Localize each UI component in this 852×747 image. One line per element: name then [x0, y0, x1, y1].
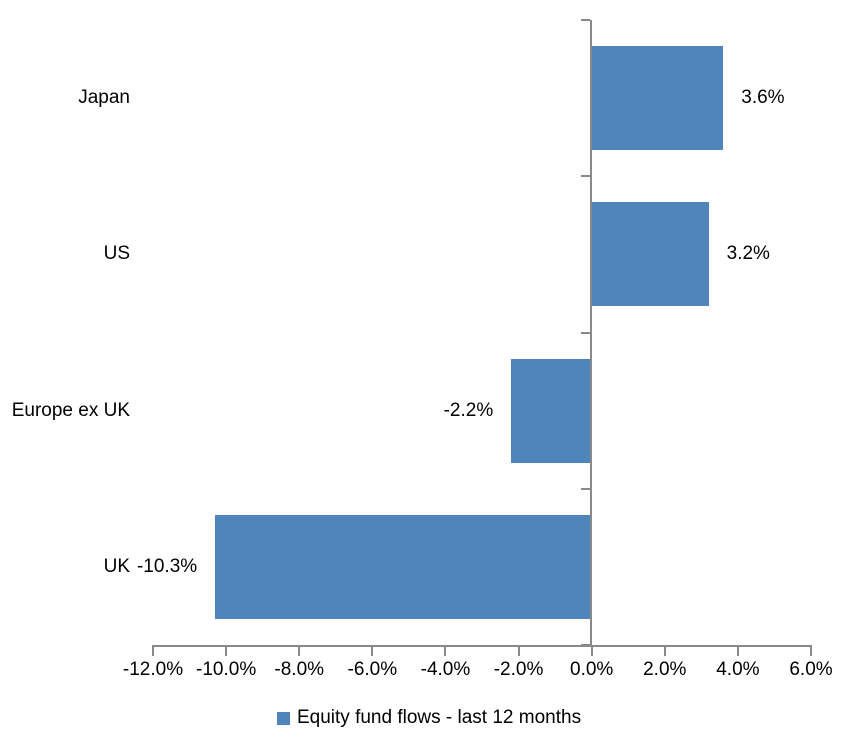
y-axis-tick — [580, 487, 590, 490]
x-tick-label: -8.0% — [274, 659, 325, 680]
bar — [215, 514, 592, 619]
category-label: US — [103, 243, 130, 265]
y-axis-tick — [580, 175, 590, 178]
x-axis-tick — [736, 645, 739, 656]
x-axis-tick — [298, 645, 301, 656]
x-tick-label: 2.0% — [643, 659, 687, 680]
x-axis-tick — [663, 645, 666, 656]
x-tick-label: 4.0% — [716, 659, 760, 680]
x-tick-label: 6.0% — [789, 659, 833, 680]
y-axis-tick — [580, 19, 590, 21]
x-axis-tick — [810, 645, 812, 656]
legend: Equity fund flows - last 12 months — [277, 707, 581, 729]
data-label: 3.6% — [741, 87, 785, 109]
x-axis-tick — [517, 645, 520, 656]
x-axis-tick — [590, 645, 593, 656]
category-label: UK — [103, 555, 130, 577]
x-axis-tick — [444, 645, 447, 656]
legend-label: Equity fund flows - last 12 months — [297, 707, 582, 728]
y-axis-line — [589, 20, 592, 645]
x-tick-label: -10.0% — [196, 659, 257, 680]
x-axis-tick — [225, 645, 228, 656]
bar — [511, 358, 592, 463]
x-axis-tick — [152, 645, 154, 656]
x-tick-label: -6.0% — [347, 659, 398, 680]
x-tick-label: 0.0% — [570, 659, 614, 680]
x-tick-label: -12.0% — [122, 659, 184, 680]
category-label: Japan — [78, 87, 130, 109]
bar — [591, 46, 724, 151]
y-axis-tick — [580, 331, 590, 334]
x-axis-tick — [371, 645, 374, 656]
data-label: -10.3% — [136, 555, 198, 577]
bar — [591, 202, 709, 307]
category-label: Europe ex UK — [11, 399, 130, 421]
legend-swatch-icon — [277, 711, 290, 725]
data-label: 3.2% — [726, 243, 770, 265]
x-axis-line — [152, 645, 812, 647]
data-label: -2.2% — [443, 399, 494, 421]
x-tick-label: -4.0% — [420, 659, 471, 680]
x-tick-label: -2.0% — [493, 659, 544, 680]
